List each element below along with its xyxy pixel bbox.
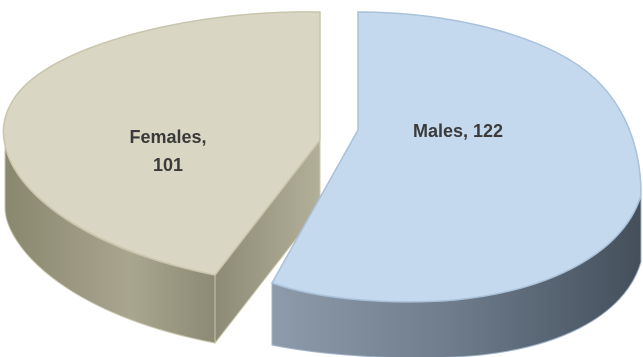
slice-females-label-line1: Females, <box>129 127 206 147</box>
slice-females-label-line2: 101 <box>153 155 183 175</box>
slice-males-top <box>272 12 641 302</box>
slice-males: Males, 122 <box>272 12 641 357</box>
slice-males-label-line1: Males, 122 <box>413 121 503 141</box>
